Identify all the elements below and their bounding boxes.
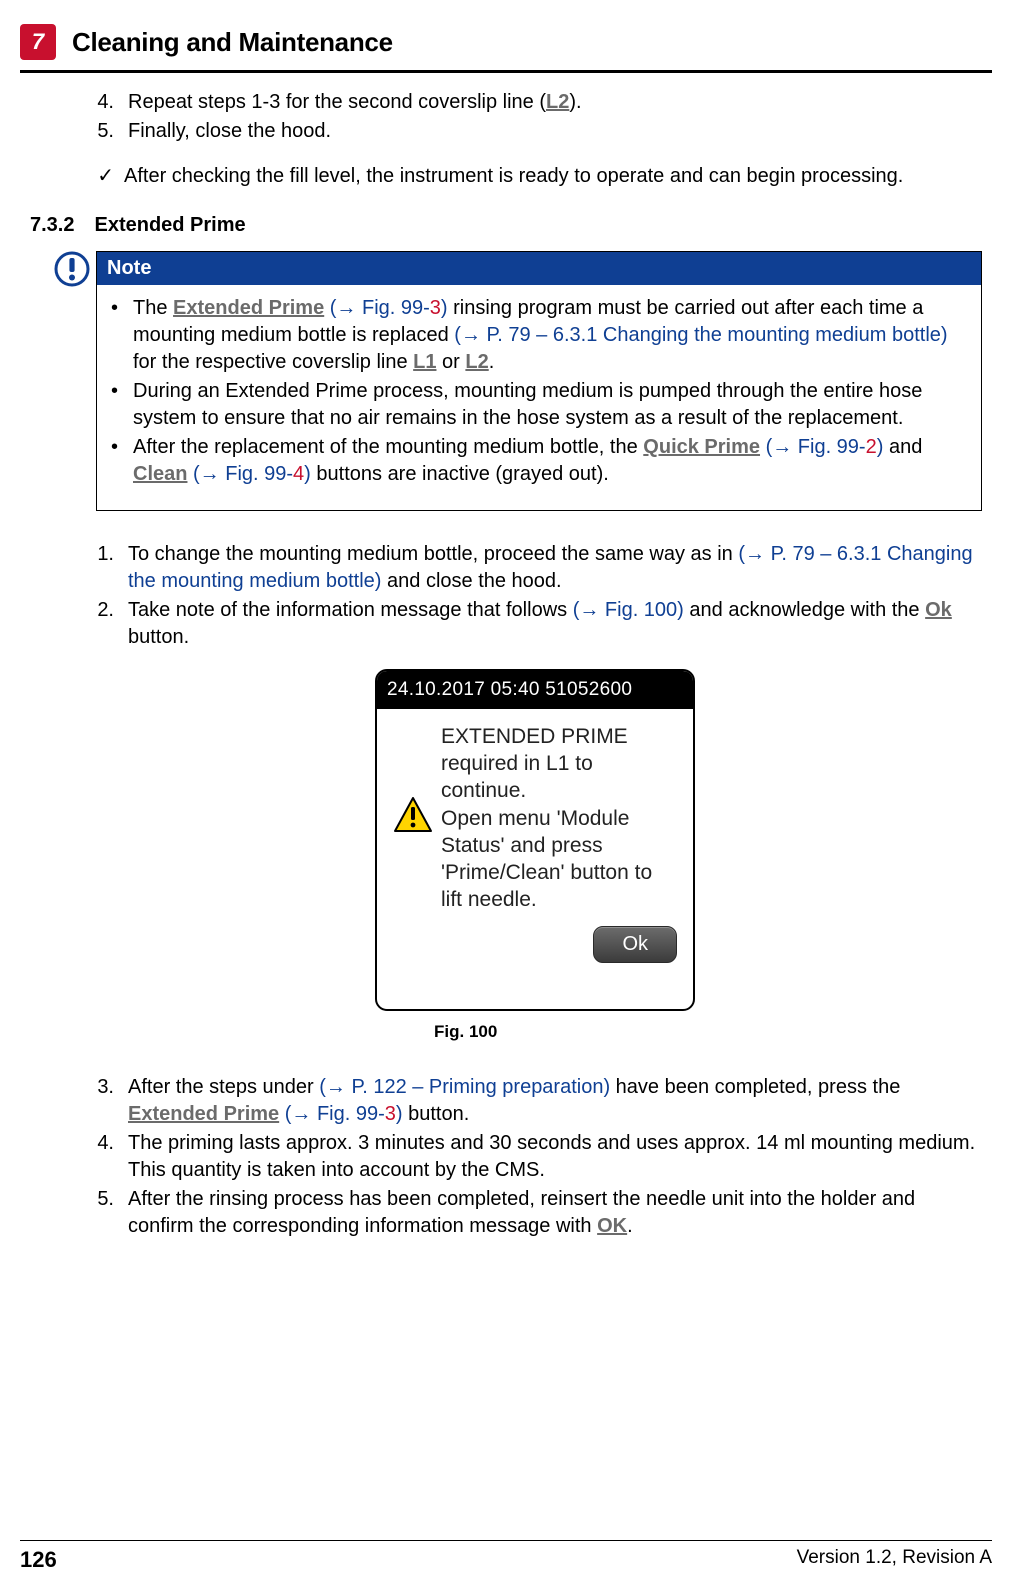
text-fragment: ) <box>304 463 311 485</box>
step-number: 4. <box>88 89 114 116</box>
text-fragment: ) <box>396 1103 403 1125</box>
text-fragment: Take note of the information message tha… <box>128 599 573 621</box>
text-fragment: The <box>133 297 173 319</box>
step-number: 4. <box>88 1130 114 1184</box>
text-fragment: Repeat steps 1-3 for the second coversli… <box>128 91 546 113</box>
check-icon: ✓ <box>88 163 114 190</box>
text-fragment: and acknowledge with the <box>684 599 925 621</box>
chapter-number-badge: 7 <box>20 24 56 60</box>
header-rule <box>20 70 992 73</box>
text-fragment: . <box>489 351 495 373</box>
procedure-steps-b: 3. After the steps under (→ P. 122 – Pri… <box>88 1074 982 1240</box>
cross-ref-link[interactable]: (→ P. 122 – Priming preparation) <box>319 1076 610 1098</box>
step-5: 5. After the rinsing process has been co… <box>88 1186 982 1240</box>
page-number: 126 <box>20 1547 57 1573</box>
intro-step-5: 5. Finally, close the hood. <box>88 118 982 145</box>
text-fragment: for the respective coverslip line <box>133 351 413 373</box>
device-msg-line: Open menu 'Module <box>441 805 677 832</box>
text-fragment: button. <box>403 1103 470 1125</box>
page-footer: 126 Version 1.2, Revision A <box>20 1540 992 1573</box>
device-statusbar: 24.10.2017 05:40 51052600 <box>377 671 693 709</box>
note-item-1: • The Extended Prime (→ Fig. 99-3) rinsi… <box>111 295 967 376</box>
device-msg-line: EXTENDED PRIME <box>441 723 677 750</box>
text-fragment: . <box>627 1215 633 1237</box>
text-fragment: To change the mounting medium bottle, pr… <box>128 543 738 565</box>
figure-caption: Fig. 100 <box>434 1021 982 1044</box>
step-number: 2. <box>88 597 114 651</box>
step-4: 4. The priming lasts approx. 3 minutes a… <box>88 1130 982 1184</box>
cross-ref-link[interactable]: (→ P. 79 – 6.3.1 Changing the mounting m… <box>454 324 947 346</box>
step-text: Finally, close the hood. <box>128 118 331 145</box>
bullet-icon: • <box>111 295 125 376</box>
text-fragment: After the steps under <box>128 1076 319 1098</box>
note-item-3: • After the replacement of the mounting … <box>111 434 967 488</box>
ok-label: Ok <box>925 599 952 621</box>
page-header: 7 Cleaning and Maintenance <box>20 24 992 70</box>
note-title: Note <box>97 252 981 285</box>
note-item-2: • During an Extended Prime process, moun… <box>111 378 967 432</box>
cross-ref-link[interactable]: (→ Fig. 100) <box>573 599 684 621</box>
text-fragment: ). <box>569 91 581 113</box>
cross-ref-link[interactable]: (→ Fig. 99- <box>760 436 866 458</box>
section-number: 7.3.2 <box>30 212 74 239</box>
step-number: 3. <box>88 1074 114 1128</box>
text-fragment: and <box>883 436 922 458</box>
step-1: 1. To change the mounting medium bottle,… <box>88 541 982 595</box>
note-text: During an Extended Prime process, mounti… <box>133 378 967 432</box>
quick-prime-link[interactable]: Quick Prime <box>643 436 760 458</box>
extended-prime-link[interactable]: Extended Prime <box>173 297 324 319</box>
text-fragment: button. <box>128 626 189 648</box>
text-fragment: ) <box>441 297 448 319</box>
step-number: 1. <box>88 541 114 595</box>
device-msg-line: 'Prime/Clean' button to <box>441 859 677 886</box>
device-msg-line: lift needle. <box>441 886 677 913</box>
device-screenshot: 24.10.2017 05:40 51052600 EXTENDED PRIME <box>375 669 695 1011</box>
result-check-line: ✓ After checking the fill level, the ins… <box>88 163 982 190</box>
cross-ref-callout[interactable]: 3 <box>430 297 441 319</box>
note-body: • The Extended Prime (→ Fig. 99-3) rinsi… <box>97 285 981 510</box>
text-fragment: have been completed, press the <box>610 1076 900 1098</box>
step-2: 2. Take note of the information message … <box>88 597 982 651</box>
step-text: The priming lasts approx. 3 minutes and … <box>128 1130 982 1184</box>
cross-ref-link[interactable]: (→ Fig. 99- <box>187 463 293 485</box>
text-fragment: and close the hood. <box>381 570 561 592</box>
ok-label: OK <box>597 1215 627 1237</box>
cross-ref-callout[interactable]: 3 <box>385 1103 396 1125</box>
device-message: EXTENDED PRIME required in L1 to continu… <box>441 723 677 914</box>
text-fragment: After the rinsing process has been compl… <box>128 1188 915 1237</box>
check-text: After checking the fill level, the instr… <box>124 163 903 190</box>
cross-ref-callout[interactable]: 4 <box>293 463 304 485</box>
device-msg-line: Status' and press <box>441 832 677 859</box>
text-fragment: or <box>436 351 465 373</box>
warning-triangle-icon <box>393 795 433 835</box>
section-title: Extended Prime <box>94 212 245 239</box>
clean-link[interactable]: Clean <box>133 463 187 485</box>
cross-ref-link[interactable]: (→ Fig. 99- <box>324 297 430 319</box>
device-msg-line: required in L1 to <box>441 750 677 777</box>
step-text: Repeat steps 1-3 for the second coversli… <box>128 89 582 116</box>
coverslip-line-link[interactable]: L1 <box>413 351 436 373</box>
device-msg-line: continue. <box>441 777 677 804</box>
note-box: Note • The Extended Prime (→ Fig. 99-3) … <box>96 251 982 511</box>
step-number: 5. <box>88 1186 114 1240</box>
section-heading: 7.3.2 Extended Prime <box>30 212 982 239</box>
cross-ref-callout[interactable]: 2 <box>866 436 877 458</box>
note-exclamation-icon <box>54 251 90 287</box>
procedure-steps-a: 1. To change the mounting medium bottle,… <box>88 541 982 651</box>
step-3: 3. After the steps under (→ P. 122 – Pri… <box>88 1074 982 1128</box>
intro-step-list: 4. Repeat steps 1-3 for the second cover… <box>88 89 982 145</box>
text-fragment: After the replacement of the mounting me… <box>133 436 643 458</box>
extended-prime-link[interactable]: Extended Prime <box>128 1103 279 1125</box>
text-fragment: buttons are inactive (grayed out). <box>311 463 609 485</box>
cross-ref-link[interactable]: (→ Fig. 99- <box>279 1103 385 1125</box>
device-ok-button[interactable]: Ok <box>593 926 677 963</box>
step-number: 5. <box>88 118 114 145</box>
version-label: Version 1.2, Revision A <box>797 1547 992 1573</box>
chapter-title: Cleaning and Maintenance <box>72 27 393 58</box>
coverslip-line-link[interactable]: L2 <box>465 351 488 373</box>
bullet-icon: • <box>111 378 125 432</box>
intro-step-4: 4. Repeat steps 1-3 for the second cover… <box>88 89 982 116</box>
coverslip-line-link[interactable]: L2 <box>546 91 569 113</box>
bullet-icon: • <box>111 434 125 488</box>
